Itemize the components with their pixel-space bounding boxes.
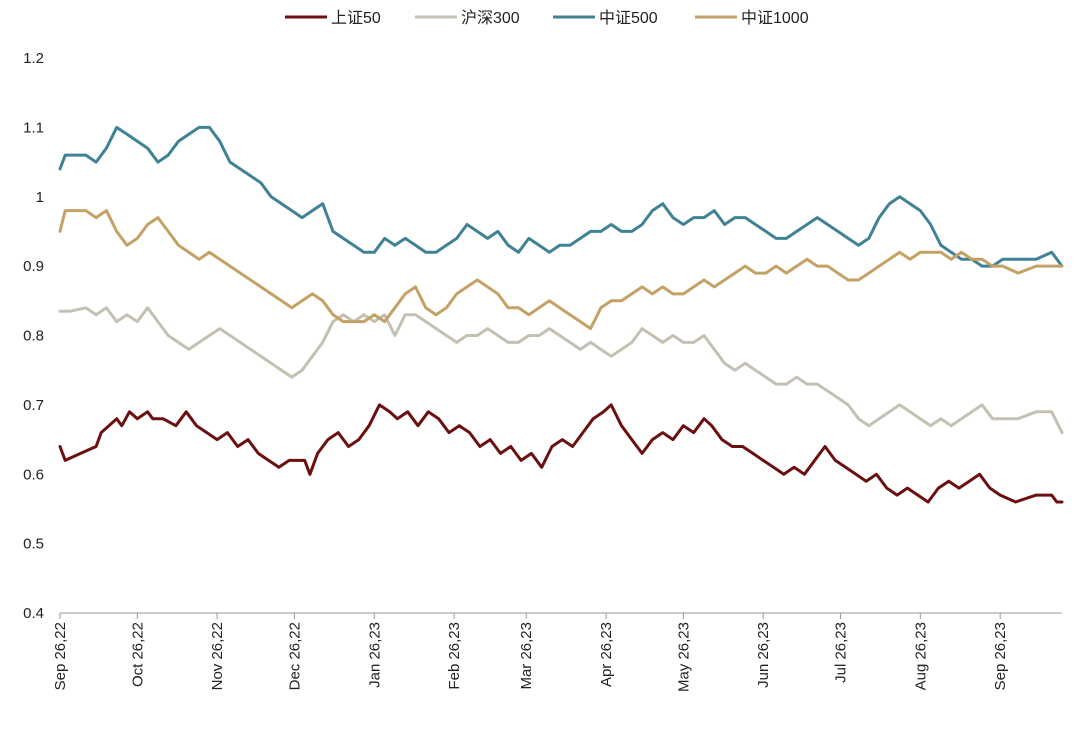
legend-item: 中证500 [553,9,658,27]
x-tick-label: Sep 26,23 [992,622,1009,690]
y-tick-label: 1.1 [23,119,44,136]
x-tick-label: Jul 26,23 [832,622,849,683]
legend-item: 中证1000 [695,9,809,27]
legend: 上证50 沪深300 中证500 中证1000 [285,9,809,27]
y-tick-label: 0.4 [23,605,44,622]
x-tick-label: Apr 26,23 [598,622,615,687]
x-tick-label: Sep 26,22 [52,622,69,690]
legend-item: 上证50 [285,9,381,27]
y-tick-label: 1.2 [23,50,44,67]
x-tick-label: Jan 26,23 [366,622,383,688]
y-tick-label: 1 [36,189,44,206]
y-tick-label: 0.5 [23,536,44,553]
x-tick-label: May 26,23 [675,622,692,692]
legend-label: 中证500 [599,9,658,27]
x-tick-label: Dec 26,22 [286,622,303,690]
x-tick-label: Feb 26,23 [446,622,463,690]
x-tick-label: Nov 26,22 [209,622,226,690]
y-tick-label: 0.6 [23,466,44,483]
series-line-2 [58,306,1064,435]
x-tick-label: Mar 26,23 [518,622,535,690]
x-tick-label: Aug 26,23 [912,622,929,690]
plot-area [58,125,1064,504]
y-tick-label: 0.7 [23,397,44,414]
x-axis: Sep 26,22 Oct 26,22 Nov 26,22 Dec 26,22 Jan … [52,612,1062,692]
legend-label: 沪深300 [461,9,520,27]
x-tick-label: Oct 26,22 [129,622,146,687]
y-axis: 0.4 0.5 0.6 0.7 0.8 0.9 1 1.1 1.2 [23,50,44,622]
legend-item: 沪深300 [415,9,520,27]
legend-label: 中证1000 [741,9,809,27]
series-line-3 [58,125,1064,268]
y-tick-label: 0.9 [23,258,44,275]
legend-label: 上证50 [331,9,381,27]
x-tick-label: Jun 26,23 [755,622,772,688]
series-line-1 [58,403,1064,504]
series-line-4 [58,209,1064,331]
y-tick-label: 0.8 [23,328,44,345]
